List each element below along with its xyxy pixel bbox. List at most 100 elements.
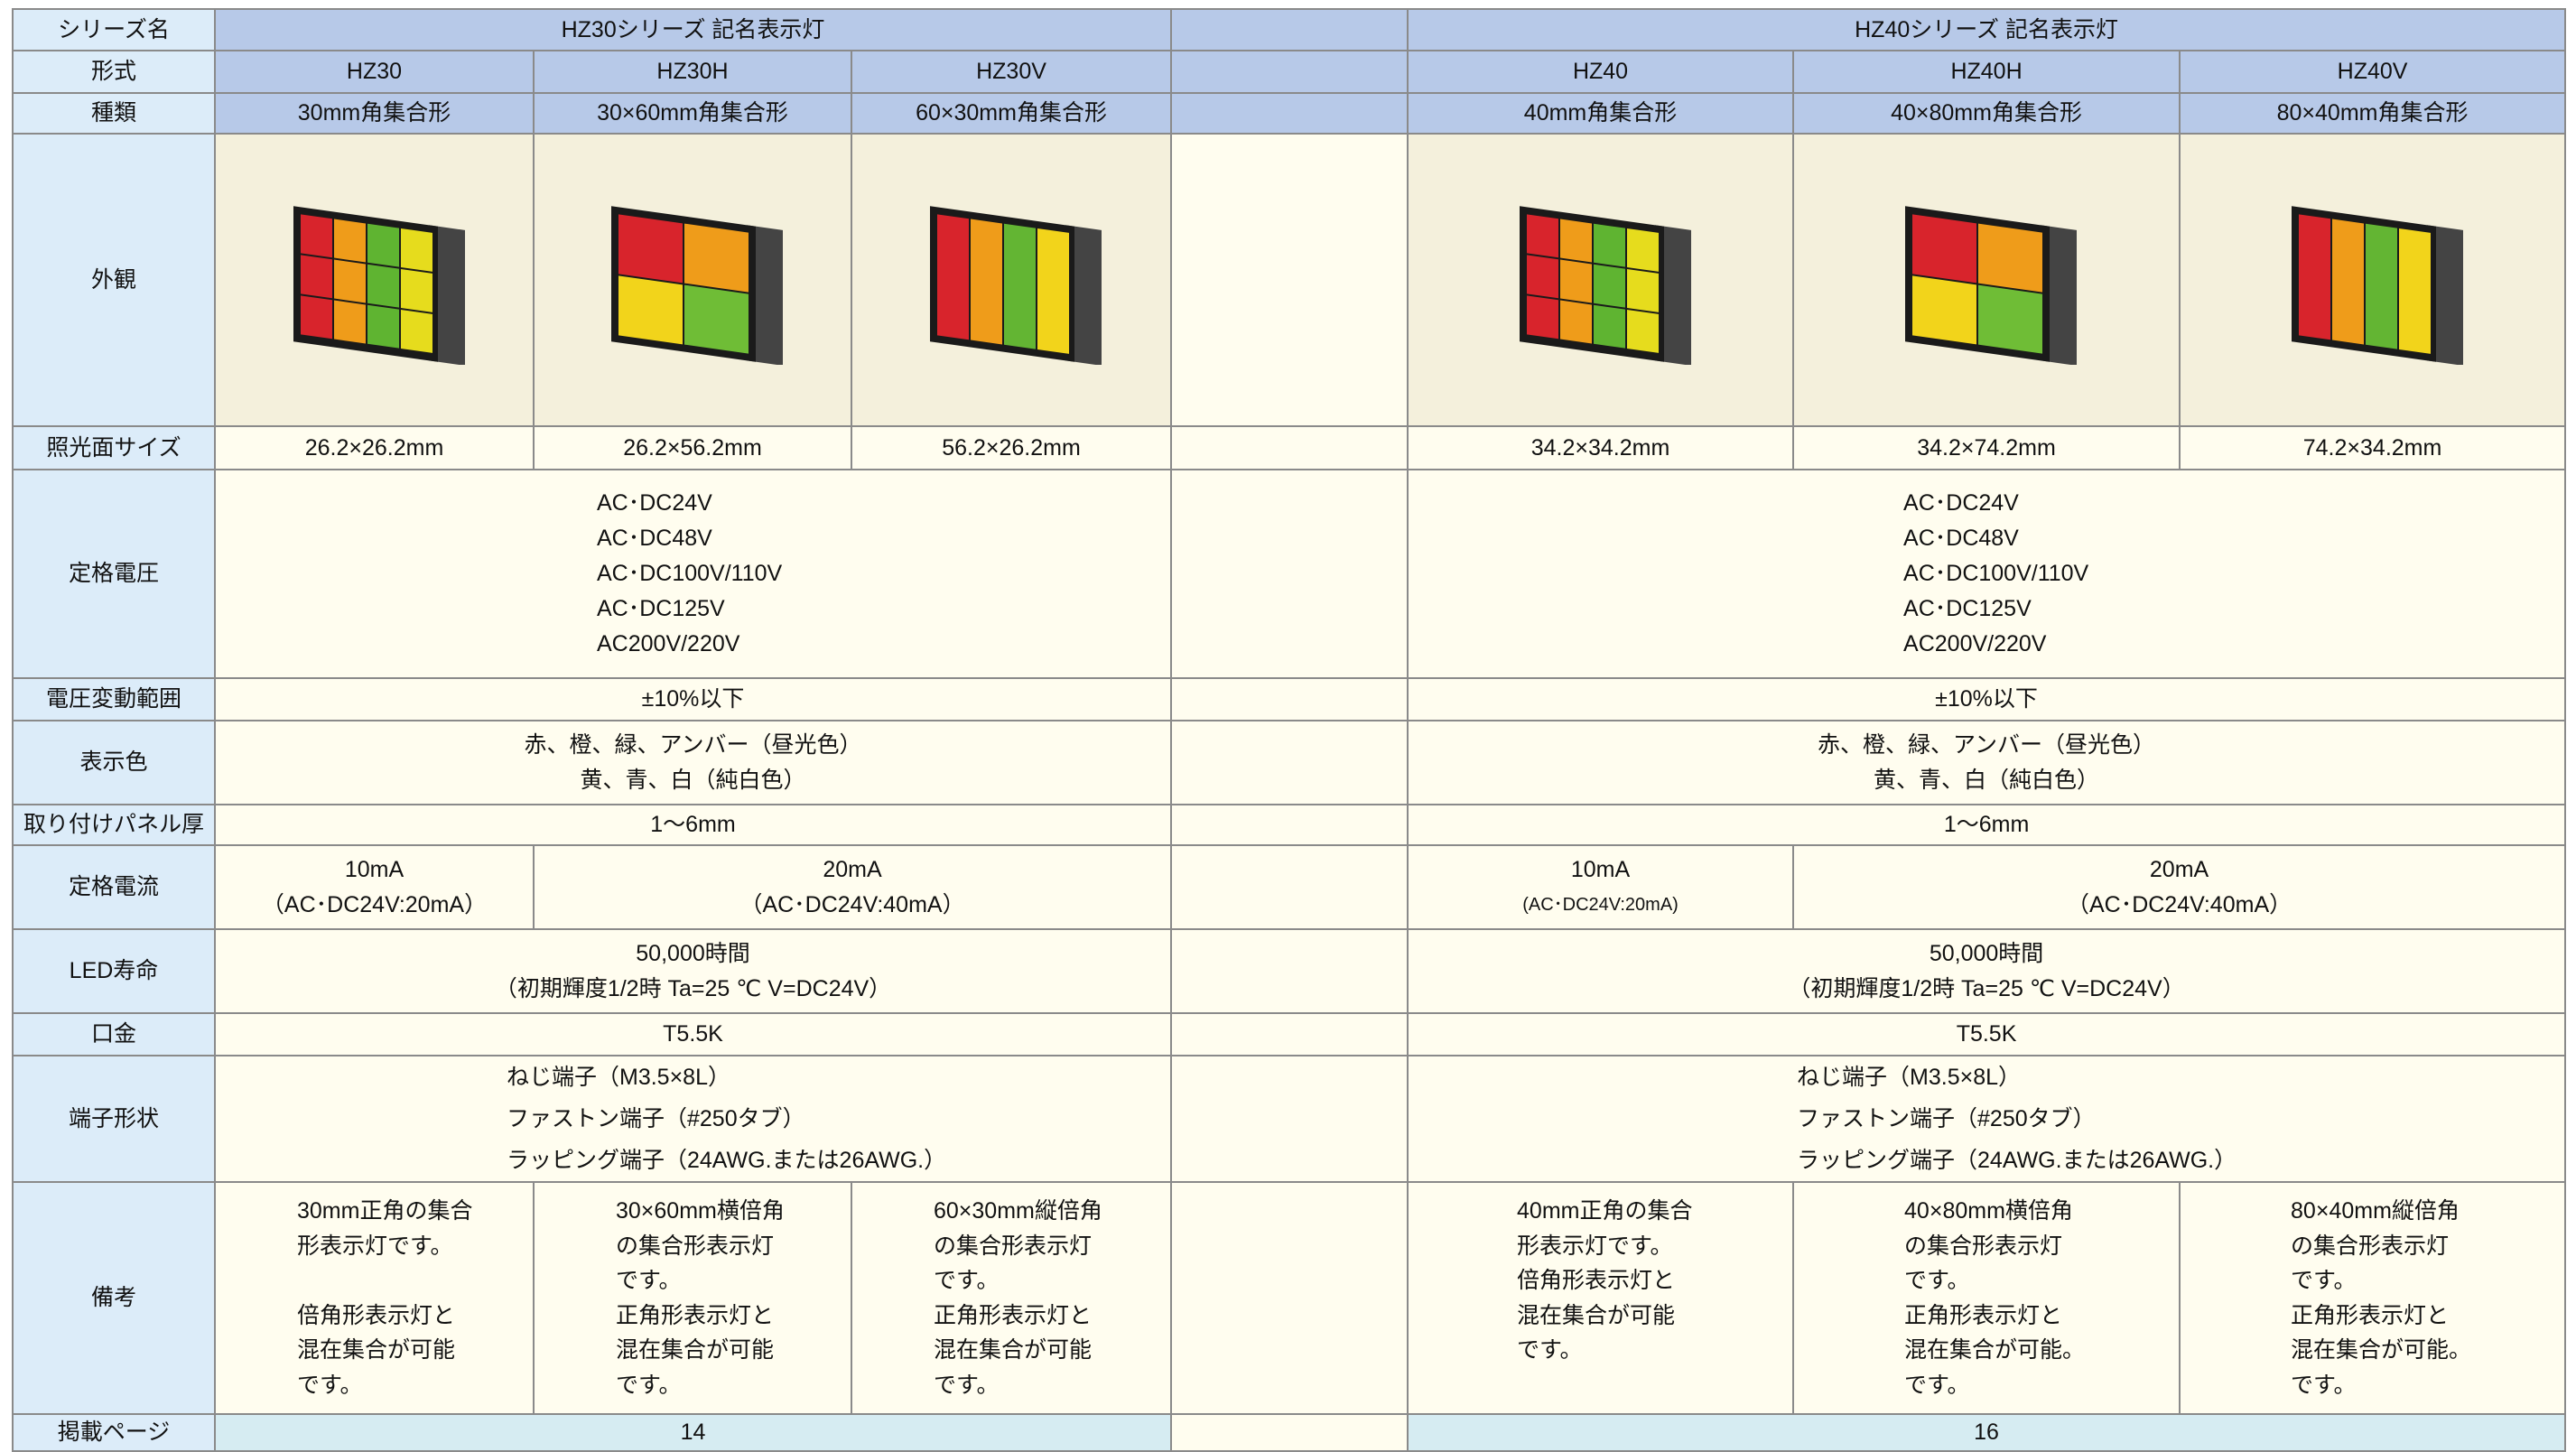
row: 定格電流 10mA （AC･DC24V:20mA） 20mA （AC･DC24V:40m…: [12, 844, 2567, 930]
note-line: 正角形表示灯と: [1904, 1302, 2063, 1328]
cell: 10mA （AC･DC24V:20mA）: [214, 844, 535, 930]
row-header: LED寿命: [12, 928, 216, 1014]
text-line: AC･DC125V: [597, 596, 725, 621]
text-line: AC･DC24V: [597, 490, 712, 516]
note-line: 60×30mm縦倍角: [934, 1198, 1102, 1224]
cell: 74.2×34.2mm: [2179, 425, 2567, 470]
note-line: の集合形表示灯: [2291, 1233, 2450, 1259]
row: 備考 30mm正角の集合 形表示灯です。 倍角形表示灯と 混在集合が可能 です。 30×60…: [12, 1181, 2567, 1415]
current-value: 20mA: [2149, 856, 2209, 882]
note-line: 混在集合が可能: [1517, 1302, 1676, 1328]
cell: T5.5K: [213, 1012, 1173, 1056]
cell: 40mm角集合形: [1407, 92, 1795, 135]
current-note: （AC･DC24V:40mA）: [2066, 891, 2292, 917]
row-header: 備考: [12, 1181, 216, 1415]
text-line: 赤、橙、緑、アンバー（昼光色）: [1818, 731, 2156, 758]
row: 照光面サイズ 26.2×26.2mm 26.2×56.2mm 56.2×26.2mm 3…: [12, 425, 2567, 470]
note-line: 倍角形表示灯と: [1517, 1268, 1676, 1293]
text-line: ラッピング端子（24AWG.または26AWG.）: [1797, 1148, 2237, 1173]
cell: 26.2×26.2mm: [214, 425, 535, 470]
text-line: （初期輝度1/2時 Ta=25 ℃ V=DC24V）: [1788, 975, 2185, 1001]
row: 種類 30mm角集合形 30×60mm角集合形 60×30mm角集合形 40mm角集合形…: [12, 92, 2567, 135]
note-paragraph: 40mm正角の集合 形表示灯です。 倍角形表示灯と 混在集合が可能 です。: [1517, 1194, 1791, 1368]
cell: [214, 133, 535, 427]
cell: 60×30mm角集合形: [850, 92, 1173, 135]
text-line: ねじ端子（M3.5×8L）: [1797, 1065, 2022, 1090]
note-line: 混在集合が可能: [934, 1337, 1093, 1363]
row: 電圧変動範囲 ±10%以下 ±10%以下: [12, 677, 2567, 721]
cell: 赤、橙、緑、アンバー（昼光色） 黄、青、白（純白色）: [1407, 720, 2567, 805]
cell: 30×60mm横倍角 の集合形表示灯 です。 正角形表示灯と 混在集合が可能 です。: [533, 1181, 852, 1415]
text-line: AC200V/220V: [597, 631, 740, 656]
note-paragraph: 80×40mm縦倍角 の集合形表示灯 です。 正角形表示灯と 混在集合が可能。 です。: [2291, 1194, 2563, 1402]
row-header: シリーズ名: [12, 8, 216, 51]
row: 表示色 赤、橙、緑、アンバー（昼光色） 黄、青、白（純白色） 赤、橙、緑、アンバー（昼…: [12, 720, 2567, 805]
note-line: 正角形表示灯と: [2291, 1302, 2450, 1328]
note-line: 30mm正角の集合: [297, 1198, 473, 1224]
gap-cell: [1170, 1012, 1409, 1056]
cell: HZ30H: [533, 50, 852, 94]
text-line: AC200V/220V: [1903, 631, 2047, 656]
cell: HZ40: [1407, 50, 1795, 94]
cell: HZ30シリーズ 記名表示灯: [213, 8, 1173, 51]
cell: ±10%以下: [213, 677, 1173, 721]
gap-cell: [1170, 720, 1409, 805]
cell: 10mA (AC･DC24V:20mA): [1407, 844, 1795, 930]
row: 取り付けパネル厚 1～6mm 1～6mm: [12, 804, 2567, 846]
lamp-image: [611, 206, 783, 366]
note-line: 混在集合が可能: [297, 1337, 456, 1363]
note-line: です。: [1517, 1337, 1583, 1363]
gap-cell: [1170, 425, 1409, 470]
current-note: （AC･DC24V:40mA）: [739, 891, 965, 917]
spec-table: シリーズ名 HZ30シリーズ 記名表示灯 HZ40シリーズ 記名表示灯 形式 HZ30 H…: [12, 8, 2567, 1452]
cell: 34.2×34.2mm: [1407, 425, 1795, 470]
note-line: です。: [1904, 1268, 1970, 1293]
row-header: 取り付けパネル厚: [12, 804, 216, 846]
gap-cell: [1170, 928, 1409, 1014]
gap-cell: [1170, 1181, 1409, 1415]
current-note: （AC･DC24V:20mA）: [261, 891, 488, 917]
text-block: AC･DC24V AC･DC48V AC･DC100V/110V AC･DC125V A…: [597, 486, 782, 662]
cell: 40×80mm横倍角 の集合形表示灯 です。 正角形表示灯と 混在集合が可能。 です。: [1792, 1181, 2181, 1415]
current-note: (AC･DC24V:20mA): [1522, 894, 1679, 915]
cell: [533, 133, 852, 427]
current-value: 10mA: [344, 856, 405, 882]
gap-cell: [1170, 50, 1409, 94]
text-block: ねじ端子（M3.5×8L） ファストン端子（#250タブ） ラッピング端子（24AW…: [507, 1057, 947, 1180]
note-line: 40×80mm横倍角: [1904, 1198, 2073, 1224]
note-paragraph: 30×60mm横倍角 の集合形表示灯 です。 正角形表示灯と 混在集合が可能 です。: [616, 1194, 850, 1402]
cell: [2179, 133, 2567, 427]
gap-cell: [1170, 8, 1409, 51]
note-line: の集合形表示灯: [934, 1233, 1093, 1259]
text-line: AC･DC125V: [1903, 596, 2032, 621]
lamp-image: [1905, 206, 2078, 366]
cell: [1792, 133, 2181, 427]
note-line: 形表示灯です。: [1517, 1233, 1673, 1259]
cell: 20mA （AC･DC24V:40mA）: [1792, 844, 2567, 930]
note-line: 80×40mm縦倍角: [2291, 1198, 2460, 1224]
note-line: です。: [616, 1268, 682, 1293]
row-header: 表示色: [12, 720, 216, 805]
row: シリーズ名 HZ30シリーズ 記名表示灯 HZ40シリーズ 記名表示灯: [12, 8, 2567, 51]
row-header: 形式: [12, 50, 216, 94]
text-line: 50,000時間: [636, 940, 750, 966]
row-header: 端子形状: [12, 1055, 216, 1183]
current-value: 10mA: [1570, 856, 1631, 882]
current-value: 20mA: [823, 856, 882, 882]
text-line: ねじ端子（M3.5×8L）: [507, 1065, 730, 1090]
text-line: ラッピング端子（24AWG.または26AWG.）: [507, 1148, 947, 1173]
cell: 50,000時間 （初期輝度1/2時 Ta=25 ℃ V=DC24V）: [213, 928, 1173, 1014]
note-line: です。: [2291, 1372, 2357, 1398]
cell: 30mm正角の集合 形表示灯です。 倍角形表示灯と 混在集合が可能 です。: [214, 1181, 535, 1415]
note-line: 40mm正角の集合: [1517, 1198, 1693, 1224]
note-line: 30×60mm横倍角: [616, 1198, 785, 1224]
cell: HZ40H: [1792, 50, 2181, 94]
cell: ±10%以下: [1407, 677, 2567, 721]
note-paragraph: 60×30mm縦倍角 の集合形表示灯 です。 正角形表示灯と 混在集合が可能 です。: [934, 1194, 1169, 1402]
row-header: 照光面サイズ: [12, 425, 216, 470]
text-block: 50,000時間 （初期輝度1/2時 Ta=25 ℃ V=DC24V）: [217, 936, 1169, 1007]
note-line: 形表示灯です。: [297, 1233, 453, 1259]
text-line: ファストン端子（#250タブ）: [507, 1106, 805, 1131]
row: 掲載ページ 14 16: [12, 1413, 2567, 1452]
